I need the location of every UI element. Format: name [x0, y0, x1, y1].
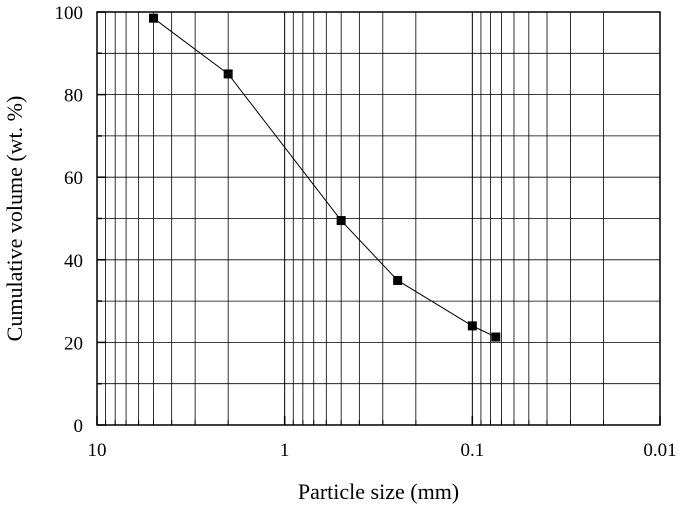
y-tick-label: 60 [64, 168, 83, 189]
data-point [491, 332, 501, 342]
y-axis-title: Cumulative volume (wt. %) [2, 96, 27, 342]
y-tick-label: 40 [64, 251, 83, 272]
ticks: 10 1 0.1 0.01 0 20 40 60 80 100 [55, 3, 677, 461]
grid [96, 11, 661, 426]
x-axis-title: Particle size (mm) [298, 479, 459, 504]
y-tick-label: 100 [55, 3, 84, 24]
x-tick-label: 10 [88, 440, 107, 461]
x-tick-label: 0.01 [643, 440, 676, 461]
x-tick-label: 1 [280, 440, 290, 461]
data-point [393, 275, 403, 285]
data-point [148, 13, 158, 23]
y-tick-label: 20 [64, 333, 83, 354]
data-point [223, 69, 233, 79]
series-line [153, 17, 496, 338]
x-tick-label: 0.1 [460, 440, 484, 461]
y-tick-label: 0 [74, 416, 84, 437]
data-point [467, 321, 477, 331]
series-layer [148, 13, 501, 342]
y-tick-label: 80 [64, 86, 83, 107]
data-point [336, 216, 346, 226]
